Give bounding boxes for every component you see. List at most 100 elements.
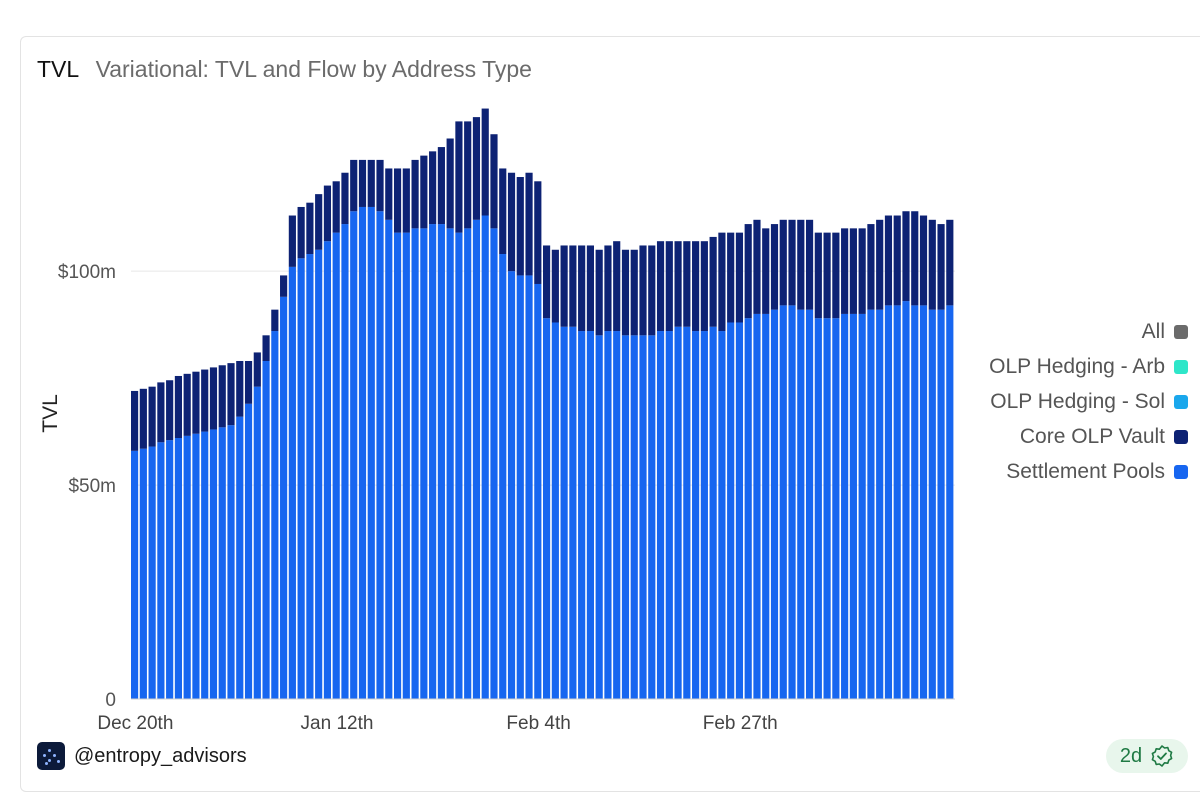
bar-core-olp-vault xyxy=(174,375,182,439)
bar-settlement-pools xyxy=(271,331,279,699)
bar-core-olp-vault xyxy=(586,245,594,332)
refresh-badge[interactable]: 2d xyxy=(1106,739,1188,773)
x-tick-label: Dec 20th xyxy=(97,713,173,734)
bar-core-olp-vault xyxy=(297,206,305,259)
bar-core-olp-vault xyxy=(367,159,375,207)
bar-core-olp-vault xyxy=(762,228,770,314)
bar-settlement-pools xyxy=(586,331,594,699)
bar-settlement-pools xyxy=(209,429,218,699)
bar-settlement-pools xyxy=(744,318,752,699)
bar-core-olp-vault xyxy=(911,211,919,306)
refresh-interval: 2d xyxy=(1119,744,1143,767)
bar-settlement-pools xyxy=(630,335,638,699)
bar-settlement-pools xyxy=(464,228,472,699)
bar-core-olp-vault xyxy=(472,117,481,220)
bar-core-olp-vault xyxy=(595,249,603,336)
bar-settlement-pools xyxy=(262,360,270,699)
bar-settlement-pools xyxy=(244,403,253,699)
bar-core-olp-vault xyxy=(709,236,717,327)
bar-settlement-pools xyxy=(665,331,673,699)
legend-swatch xyxy=(1174,464,1188,479)
bar-core-olp-vault xyxy=(946,219,954,306)
bar-settlement-pools xyxy=(578,331,586,699)
bar-settlement-pools xyxy=(595,335,603,699)
bar-settlement-pools xyxy=(849,313,857,699)
bar-settlement-pools xyxy=(613,331,621,699)
bar-settlement-pools xyxy=(692,331,700,699)
bar-core-olp-vault xyxy=(823,232,831,319)
legend-item-all[interactable]: All xyxy=(989,314,1188,349)
bar-settlement-pools xyxy=(192,433,200,699)
bar-core-olp-vault xyxy=(849,228,857,314)
bar-settlement-pools xyxy=(411,228,419,699)
author-handle: @entropy_advisors xyxy=(74,744,247,767)
bar-core-olp-vault xyxy=(315,194,323,250)
legend-item-core-olp-vault[interactable]: Core OLP Vault xyxy=(989,419,1188,454)
bar-settlement-pools xyxy=(893,305,901,699)
bar-core-olp-vault xyxy=(253,352,261,387)
bar-settlement-pools xyxy=(420,228,428,699)
bar-settlement-pools xyxy=(131,450,139,699)
bar-core-olp-vault xyxy=(271,309,279,332)
bar-settlement-pools xyxy=(332,232,340,699)
x-tick-label: Feb 4th xyxy=(506,713,570,734)
bar-core-olp-vault xyxy=(148,386,156,447)
bar-core-olp-vault xyxy=(753,219,761,314)
bar-settlement-pools xyxy=(429,224,437,700)
bar-core-olp-vault xyxy=(560,245,568,327)
y-tick-label: 0 xyxy=(105,690,116,711)
legend-item-olp-hedging-arb[interactable]: OLP Hedging - Arb xyxy=(989,349,1188,384)
bar-settlement-pools xyxy=(218,427,226,699)
bar-core-olp-vault xyxy=(700,241,708,332)
bar-core-olp-vault xyxy=(402,168,410,233)
bar-settlement-pools xyxy=(306,254,314,699)
legend-label: Settlement Pools xyxy=(1006,459,1165,483)
bar-core-olp-vault xyxy=(604,245,612,332)
bar-settlement-pools xyxy=(656,331,665,699)
bar-core-olp-vault xyxy=(613,241,621,332)
bar-core-olp-vault xyxy=(131,390,139,451)
bar-settlement-pools xyxy=(700,331,708,699)
bar-settlement-pools xyxy=(280,296,288,699)
author-attribution[interactable]: @entropy_advisors xyxy=(37,742,247,770)
bar-settlement-pools xyxy=(323,241,332,699)
bar-core-olp-vault xyxy=(735,232,744,323)
bar-settlement-pools xyxy=(797,309,805,699)
legend-label: OLP Hedging - Sol xyxy=(990,389,1165,413)
bar-settlement-pools xyxy=(805,309,814,699)
bar-settlement-pools xyxy=(560,326,568,699)
bar-settlement-pools xyxy=(367,206,375,699)
bar-core-olp-vault xyxy=(341,172,349,225)
bar-settlement-pools xyxy=(227,425,235,699)
legend-label: OLP Hedging - Arb xyxy=(989,354,1165,378)
bar-core-olp-vault xyxy=(499,168,507,255)
bar-settlement-pools xyxy=(727,322,735,699)
bar-settlement-pools xyxy=(639,335,647,699)
bar-core-olp-vault xyxy=(639,245,647,336)
bar-settlement-pools xyxy=(832,318,840,699)
legend-swatch xyxy=(1174,429,1188,444)
legend-item-settlement-pools[interactable]: Settlement Pools xyxy=(989,454,1188,489)
bar-settlement-pools xyxy=(481,215,489,699)
bar-core-olp-vault xyxy=(262,335,270,361)
bar-settlement-pools xyxy=(770,309,779,699)
legend-item-olp-hedging-sol[interactable]: OLP Hedging - Sol xyxy=(989,384,1188,419)
bar-settlement-pools xyxy=(621,335,630,699)
legend-label: All xyxy=(1141,319,1165,343)
bar-core-olp-vault xyxy=(385,168,393,220)
bar-core-olp-vault xyxy=(393,168,402,233)
bar-core-olp-vault xyxy=(630,249,638,336)
bar-core-olp-vault xyxy=(429,151,437,225)
bar-core-olp-vault xyxy=(683,241,691,327)
bar-core-olp-vault xyxy=(832,232,840,319)
bar-core-olp-vault xyxy=(858,228,866,314)
bar-core-olp-vault xyxy=(166,380,174,441)
bar-core-olp-vault xyxy=(209,367,218,430)
legend-swatch xyxy=(1174,324,1188,339)
bar-settlement-pools xyxy=(402,232,410,699)
bar-settlement-pools xyxy=(823,318,831,699)
bar-core-olp-vault xyxy=(919,215,928,306)
bar-core-olp-vault xyxy=(779,219,787,306)
legend-swatch xyxy=(1174,394,1188,409)
bar-settlement-pools xyxy=(315,249,323,699)
